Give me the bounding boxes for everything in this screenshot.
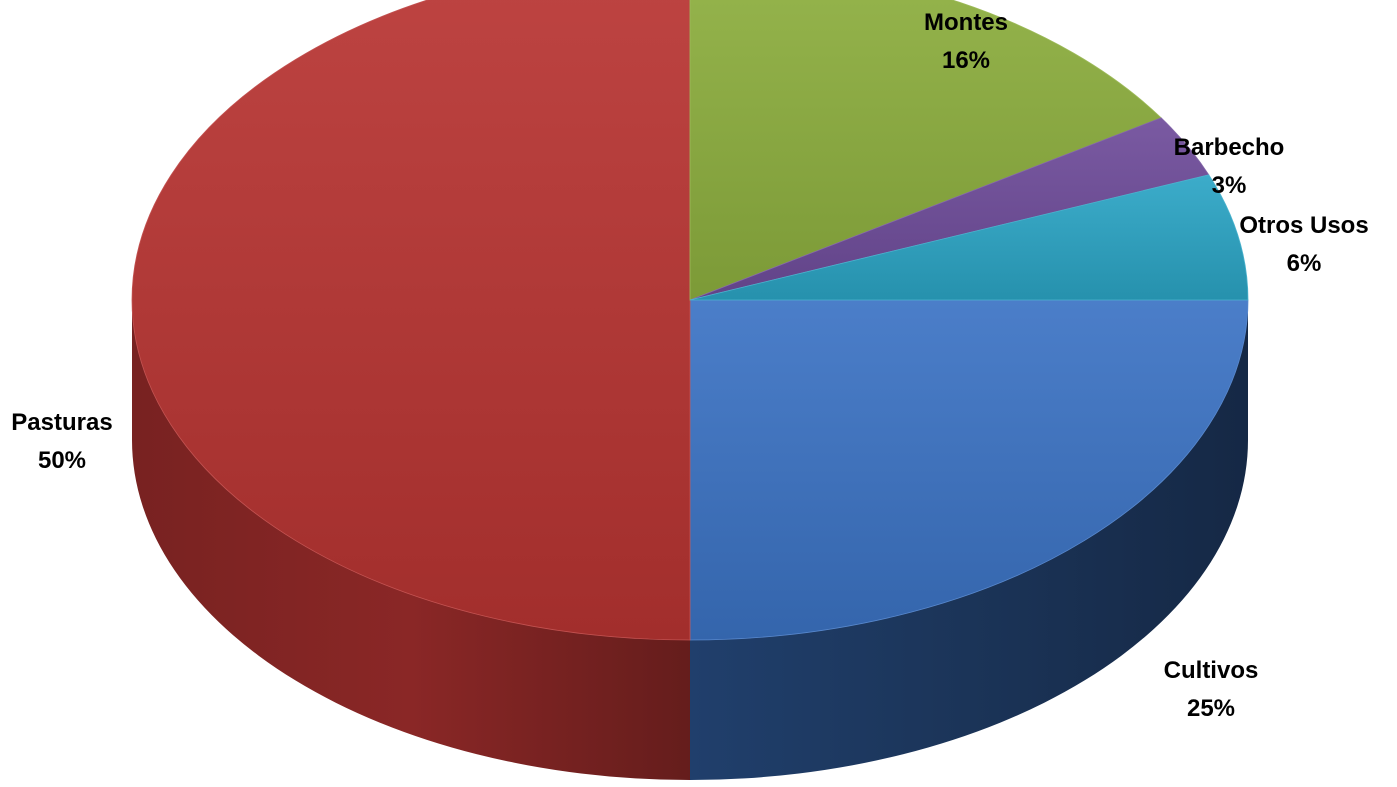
pie-labels: Cultivos 25% Pasturas 50% Montes 16% Barbecho 3… (11, 9, 1368, 722)
slice-value-cultivos: 25% (1187, 695, 1235, 722)
pie-slice-montes (689, 0, 1162, 301)
slice-value-otros-usos: 6% (1287, 250, 1322, 277)
slice-label-pasturas: Pasturas 50% (11, 409, 112, 474)
slice-value-barbecho: 3% (1212, 172, 1247, 199)
slice-label-montes: Montes 16% (924, 9, 1008, 74)
pie-slice-otros-usos (689, 174, 1249, 301)
slice-name-montes: Montes (924, 9, 1008, 36)
slice-value-pasturas: 50% (38, 447, 86, 474)
pie-side-pasturas (132, 300, 690, 780)
pie-slice-cultivos (689, 299, 1249, 641)
pie-tops (131, 0, 1249, 641)
slice-name-otros-usos: Otros Usos (1239, 212, 1368, 239)
slice-name-barbecho: Barbecho (1174, 134, 1285, 161)
pie-slice-pasturas (131, 0, 691, 641)
slice-label-barbecho: Barbecho 3% (1174, 134, 1285, 199)
pie-side-cultivos (690, 300, 1248, 780)
slice-label-otros-usos: Otros Usos 6% (1239, 212, 1368, 277)
slice-name-cultivos: Cultivos (1164, 657, 1259, 684)
slice-value-montes: 16% (942, 47, 990, 74)
pie-sides (132, 300, 1248, 780)
slice-name-pasturas: Pasturas (11, 409, 112, 436)
slice-label-cultivos: Cultivos 25% (1164, 657, 1259, 722)
